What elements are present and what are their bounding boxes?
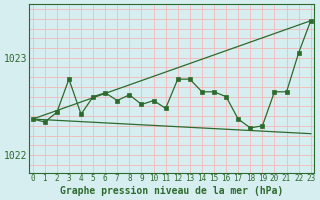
X-axis label: Graphe pression niveau de la mer (hPa): Graphe pression niveau de la mer (hPa): [60, 186, 283, 196]
